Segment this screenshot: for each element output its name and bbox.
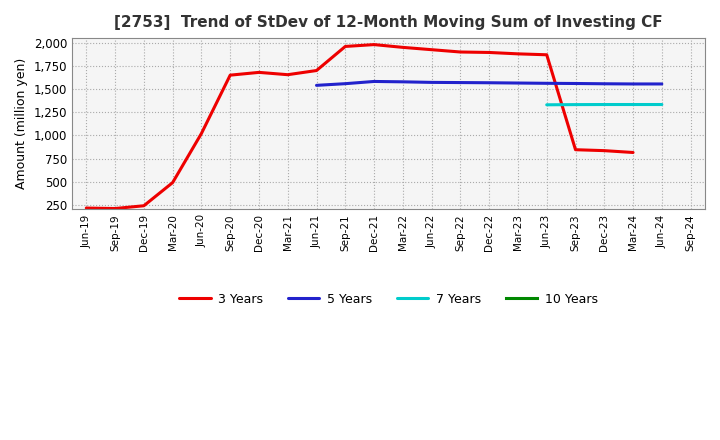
5 Years: [600, 81, 608, 86]
7 Years: [600, 102, 608, 107]
3 Years: [427, 47, 436, 52]
3 Years: [284, 72, 292, 77]
5 Years: [370, 79, 379, 84]
Y-axis label: Amount (million yen): Amount (million yen): [15, 58, 28, 189]
7 Years: [542, 102, 551, 107]
5 Years: [399, 79, 408, 84]
5 Years: [513, 81, 522, 86]
7 Years: [657, 102, 666, 107]
5 Years: [485, 80, 493, 85]
3 Years: [542, 52, 551, 58]
3 Years: [370, 42, 379, 47]
3 Years: [485, 50, 493, 55]
Line: 3 Years: 3 Years: [86, 44, 633, 209]
3 Years: [629, 150, 637, 155]
3 Years: [197, 131, 206, 136]
3 Years: [140, 203, 148, 209]
Legend: 3 Years, 5 Years, 7 Years, 10 Years: 3 Years, 5 Years, 7 Years, 10 Years: [174, 288, 603, 311]
5 Years: [571, 81, 580, 86]
3 Years: [513, 51, 522, 56]
3 Years: [255, 70, 264, 75]
3 Years: [168, 180, 177, 185]
3 Years: [600, 148, 608, 153]
5 Years: [629, 81, 637, 87]
3 Years: [456, 49, 464, 55]
3 Years: [82, 205, 91, 211]
3 Years: [341, 44, 350, 49]
5 Years: [456, 80, 464, 85]
3 Years: [571, 147, 580, 152]
3 Years: [312, 68, 321, 73]
7 Years: [571, 102, 580, 107]
5 Years: [657, 81, 666, 87]
5 Years: [542, 81, 551, 86]
5 Years: [312, 83, 321, 88]
7 Years: [629, 102, 637, 107]
3 Years: [111, 206, 120, 211]
5 Years: [341, 81, 350, 86]
5 Years: [427, 80, 436, 85]
Title: [2753]  Trend of StDev of 12-Month Moving Sum of Investing CF: [2753] Trend of StDev of 12-Month Moving…: [114, 15, 663, 30]
Line: 5 Years: 5 Years: [317, 81, 662, 85]
3 Years: [399, 45, 408, 50]
3 Years: [226, 73, 235, 78]
